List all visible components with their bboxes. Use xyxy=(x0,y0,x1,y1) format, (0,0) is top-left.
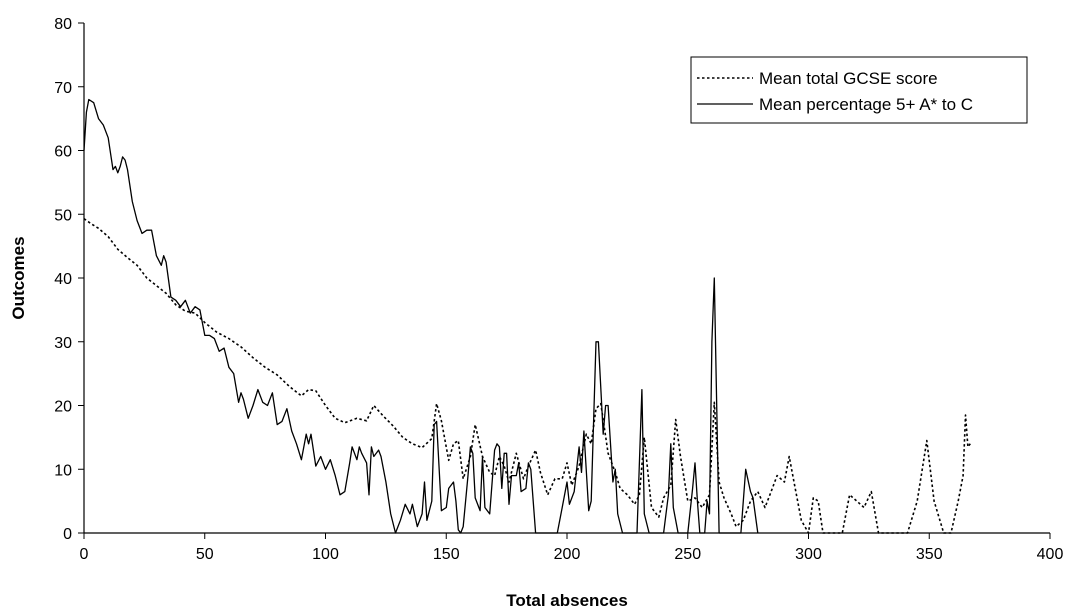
x-tick-label: 350 xyxy=(916,546,943,563)
y-tick-label: 20 xyxy=(54,399,72,416)
y-tick-label: 0 xyxy=(63,526,72,543)
x-axis-ticks: 0 50 100 150 200 250 300 350 400 xyxy=(80,533,1064,563)
x-tick-label: 100 xyxy=(312,546,339,563)
y-tick-label: 40 xyxy=(54,271,72,288)
x-tick-label: 150 xyxy=(433,546,460,563)
series-line-0 xyxy=(83,218,971,534)
x-tick-label: 250 xyxy=(674,546,701,563)
y-tick-label: 10 xyxy=(54,462,72,479)
x-tick-label: 0 xyxy=(80,546,89,563)
legend-box xyxy=(690,56,1028,124)
y-tick-label: 80 xyxy=(54,16,72,33)
x-tick-label: 50 xyxy=(196,546,214,563)
x-tick-label: 200 xyxy=(554,546,581,563)
series-layer xyxy=(83,98,971,534)
y-tick-label: 30 xyxy=(54,335,72,352)
y-tick-label: 70 xyxy=(54,80,72,97)
legend-label-mean-percentage-5-plus: Mean percentage 5+ A* to C xyxy=(759,95,973,114)
y-tick-label: 60 xyxy=(54,144,72,161)
legend-label-mean-total-gcse-score: Mean total GCSE score xyxy=(759,69,938,88)
y-tick-label: 50 xyxy=(54,207,72,224)
y-axis-title: Outcomes xyxy=(9,236,28,319)
x-tick-label: 300 xyxy=(795,546,822,563)
x-tick-label: 400 xyxy=(1037,546,1064,563)
series-line-1 xyxy=(83,98,759,534)
x-axis-title: Total absences xyxy=(506,591,628,610)
legend: Mean total GCSE score Mean percentage 5+… xyxy=(690,56,1028,124)
y-axis-ticks: 0 10 20 30 40 50 60 70 80 xyxy=(54,16,84,543)
